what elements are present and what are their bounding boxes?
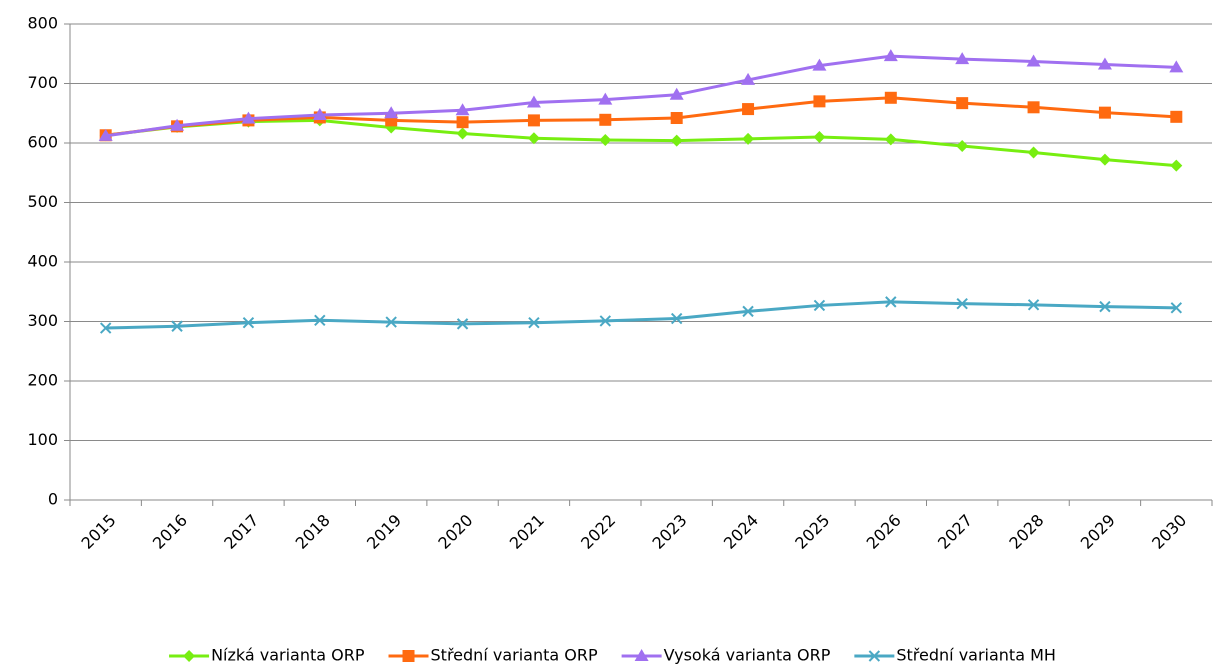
x-tick-label: 2020 xyxy=(434,511,476,553)
data-point xyxy=(99,322,112,334)
data-point xyxy=(742,103,755,116)
x-tick-label: 2026 xyxy=(863,511,905,553)
data-point xyxy=(670,134,683,147)
data-point xyxy=(1099,300,1111,313)
data-point xyxy=(956,139,969,152)
data-point xyxy=(1026,54,1041,67)
legend-marker xyxy=(868,650,881,662)
y-tick-label: 100 xyxy=(27,430,58,449)
data-point xyxy=(670,312,683,325)
x-tick-label: 2025 xyxy=(791,511,833,553)
x-tick-label: 2024 xyxy=(720,511,762,553)
legend-label: Střední varianta MH xyxy=(896,646,1056,665)
data-point xyxy=(884,133,897,146)
data-point xyxy=(1170,110,1183,123)
data-point xyxy=(599,113,612,126)
data-point xyxy=(314,314,326,327)
data-point xyxy=(456,127,469,140)
y-tick-label: 200 xyxy=(27,371,58,390)
x-tick-label: 2018 xyxy=(292,511,334,553)
data-point xyxy=(742,305,754,318)
data-point xyxy=(741,72,756,85)
data-point xyxy=(526,95,541,108)
y-tick-label: 500 xyxy=(27,192,58,211)
data-point xyxy=(242,316,255,329)
legend-marker xyxy=(634,649,649,661)
y-tick-label: 300 xyxy=(27,311,58,330)
data-point xyxy=(1027,146,1040,159)
data-point xyxy=(956,297,968,310)
x-tick-label: 2028 xyxy=(1005,511,1047,553)
data-point xyxy=(456,318,469,330)
data-point xyxy=(813,131,826,144)
data-point xyxy=(455,103,470,116)
data-point xyxy=(1169,60,1184,73)
x-tick-label: 2015 xyxy=(77,511,119,553)
x-tick-label: 2023 xyxy=(648,511,690,553)
data-point xyxy=(312,108,327,121)
y-tick-label: 0 xyxy=(48,490,58,509)
series-line xyxy=(105,300,1177,330)
data-point xyxy=(813,95,826,108)
data-point xyxy=(599,134,612,147)
x-tick-label: 2016 xyxy=(149,511,191,553)
data-point xyxy=(813,299,826,312)
legend-item: Střední varianta ORP xyxy=(388,646,598,665)
data-point xyxy=(742,132,755,145)
data-point xyxy=(885,296,897,308)
legend-item: Střední varianta MH xyxy=(854,646,1056,665)
data-point xyxy=(171,320,183,332)
legend-item: Nízká varianta ORP xyxy=(169,646,365,665)
data-point xyxy=(527,132,540,145)
data-point xyxy=(669,87,684,100)
data-point xyxy=(1170,159,1183,172)
series-line xyxy=(105,96,1177,137)
data-point xyxy=(955,52,970,65)
y-tick-label: 600 xyxy=(27,133,58,152)
data-point xyxy=(1098,153,1111,166)
data-point xyxy=(1097,57,1112,70)
y-tick-label: 700 xyxy=(27,73,58,92)
legend-item: Vysoká varianta ORP xyxy=(621,646,831,665)
data-point xyxy=(598,92,613,105)
data-point xyxy=(384,106,399,119)
legend-label: Střední varianta ORP xyxy=(431,646,598,665)
x-tick-label: 2030 xyxy=(1148,511,1190,553)
data-point xyxy=(883,49,898,62)
legend-marker xyxy=(183,650,196,662)
data-point xyxy=(170,118,185,131)
x-tick-label: 2019 xyxy=(363,511,405,553)
data-point xyxy=(956,97,969,110)
data-point xyxy=(385,316,397,328)
data-point xyxy=(1098,106,1111,119)
series-line xyxy=(105,118,1177,168)
series-line xyxy=(105,54,1177,138)
data-point xyxy=(98,128,113,141)
x-tick-label: 2029 xyxy=(1077,511,1119,553)
legend-label: Vysoká varianta ORP xyxy=(664,646,831,665)
data-point xyxy=(528,316,540,329)
legend-marker xyxy=(402,650,415,662)
x-tick-label: 2017 xyxy=(220,511,262,553)
data-point xyxy=(599,315,612,327)
x-tick-label: 2027 xyxy=(934,511,976,553)
data-point xyxy=(241,111,256,124)
x-tick-label: 2022 xyxy=(577,511,619,553)
data-point xyxy=(527,114,540,127)
data-point xyxy=(1170,302,1183,314)
data-point xyxy=(884,91,897,104)
y-tick-label: 400 xyxy=(27,252,58,271)
data-point xyxy=(456,116,469,129)
data-point xyxy=(1027,299,1040,311)
y-tick-label: 800 xyxy=(27,14,58,33)
legend-label: Nízká varianta ORP xyxy=(211,646,365,665)
data-point xyxy=(812,58,827,71)
data-point xyxy=(670,112,683,125)
x-tick-label: 2021 xyxy=(506,511,548,553)
data-point xyxy=(1027,101,1040,114)
